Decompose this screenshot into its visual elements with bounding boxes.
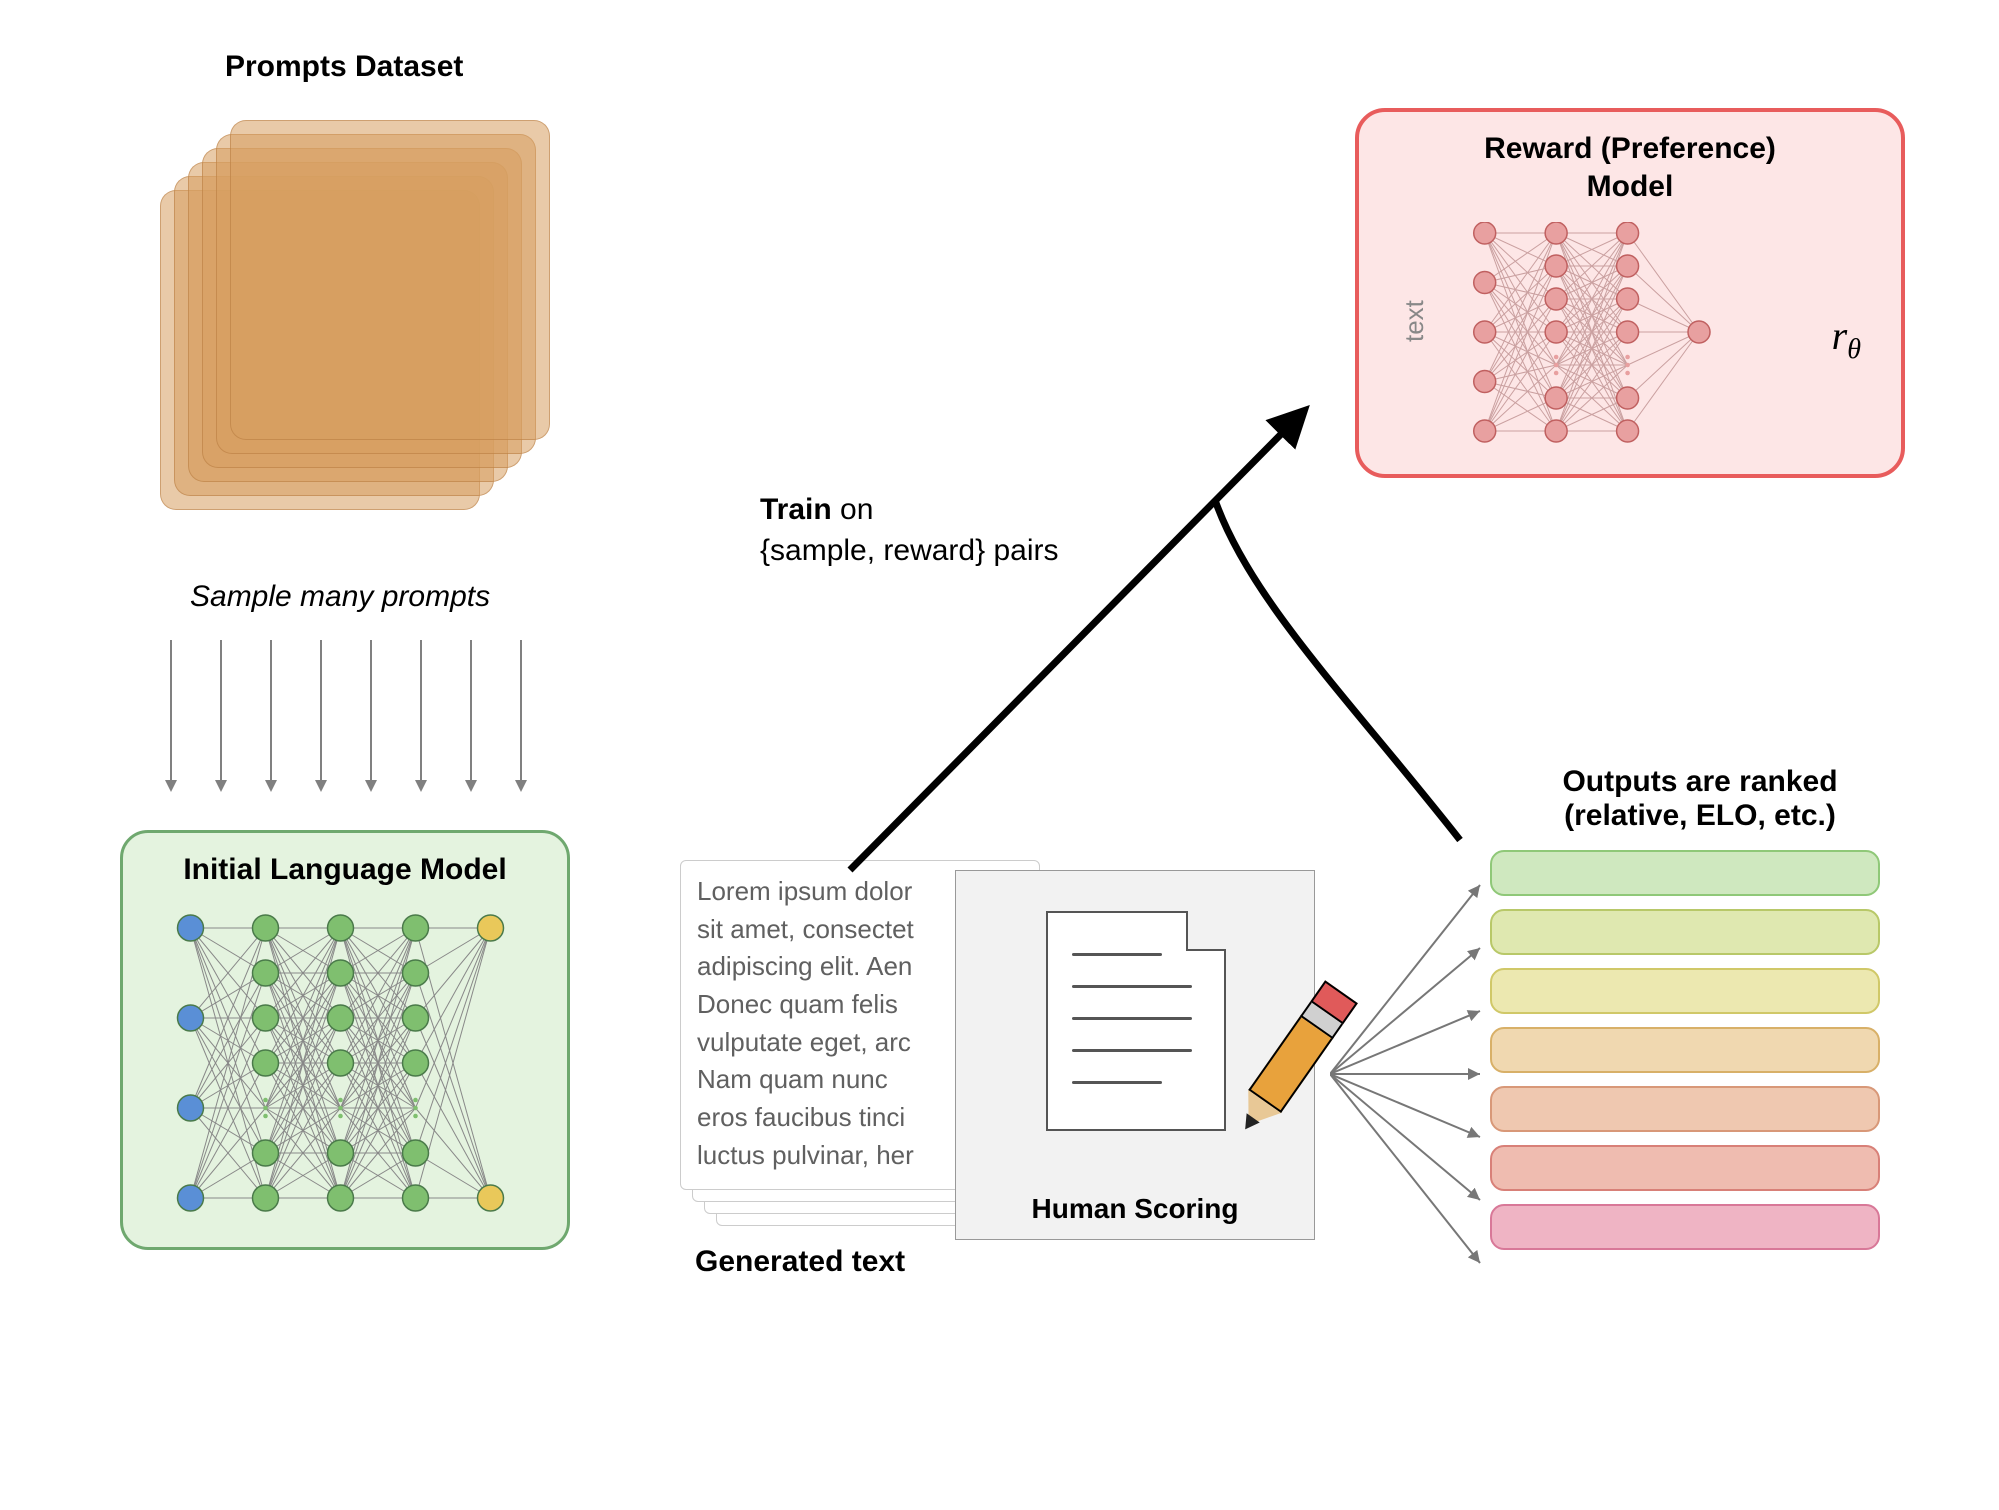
train-arrow-icon: [0, 0, 1999, 1510]
diagram-canvas: Prompts Dataset Sample many prompts Init…: [0, 0, 1999, 1510]
